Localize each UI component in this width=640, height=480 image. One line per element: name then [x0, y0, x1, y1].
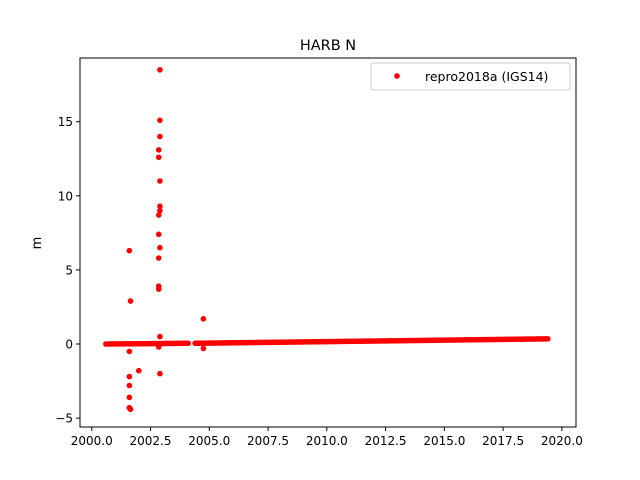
- data-point: [157, 133, 163, 140]
- data-point: [155, 154, 162, 161]
- data-point: [157, 178, 163, 184]
- x-tick-label: 2017.5: [482, 434, 524, 448]
- y-tick-label: 5: [65, 263, 73, 277]
- x-tick-label: 2020.0: [541, 434, 583, 448]
- data-points: [103, 67, 551, 413]
- data-point: [127, 406, 134, 413]
- x-tick-label: 2005.0: [188, 434, 230, 448]
- data-point: [185, 340, 191, 347]
- y-tick-label: 10: [58, 189, 73, 203]
- data-point: [544, 336, 551, 342]
- data-point: [155, 147, 162, 153]
- axes: 2000.0 2002.5 2005.0 2007.5 2010.0 2012.5 2015…: [55, 57, 583, 448]
- x-tick-label: 2012.5: [365, 434, 407, 448]
- legend-label: repro2018a (IGS14): [425, 69, 548, 84]
- data-point: [126, 348, 133, 355]
- plot-area: 2000.0 2002.5 2005.0 2007.5 2010.0 2012.5 2015…: [55, 57, 583, 448]
- data-point: [155, 344, 162, 350]
- y-tick-label: −5: [55, 412, 73, 426]
- data-point: [135, 367, 142, 374]
- x-tick-label: 2000.0: [71, 434, 113, 448]
- x-tick-label: 2002.5: [130, 434, 172, 448]
- data-point: [200, 345, 207, 352]
- data-point: [126, 373, 133, 380]
- chart-title: HARB N: [300, 38, 356, 54]
- y-tick-label: 0: [65, 338, 73, 352]
- data-point: [157, 207, 163, 214]
- axes-frame: [79, 57, 577, 428]
- x-tick-label: 2007.5: [247, 434, 289, 448]
- legend-marker: [394, 73, 400, 79]
- x-tick-label: 2015.0: [423, 434, 465, 448]
- y-tick-label: 15: [58, 115, 73, 129]
- data-point: [126, 394, 133, 401]
- data-point: [127, 298, 134, 304]
- data-point: [155, 212, 162, 218]
- data-point: [155, 286, 162, 292]
- data-point: [157, 117, 163, 124]
- data-point: [126, 382, 133, 389]
- data-point: [157, 244, 163, 251]
- data-point: [126, 247, 133, 254]
- y-axis-label: m: [30, 237, 45, 250]
- data-point: [157, 370, 163, 377]
- legend-box: [370, 62, 571, 91]
- data-point: [157, 203, 163, 209]
- legend: repro2018a (IGS14): [370, 62, 571, 91]
- data-point: [155, 255, 162, 261]
- data-point: [155, 231, 162, 238]
- x-tick-label: 2010.0: [306, 434, 348, 448]
- data-point: [157, 67, 163, 73]
- data-point: [157, 333, 163, 340]
- data-point: [200, 316, 207, 322]
